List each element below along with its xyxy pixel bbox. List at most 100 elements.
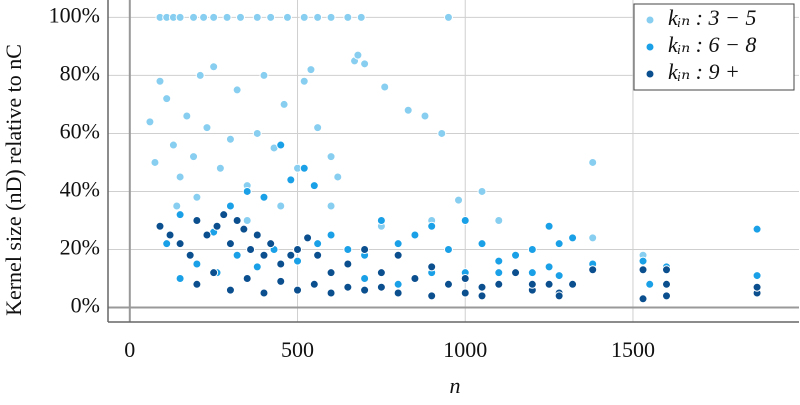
point [175, 239, 185, 249]
point [212, 221, 222, 231]
legend-label: kᵢₙ : 6 − 8 [668, 32, 756, 57]
point [427, 291, 437, 301]
point [360, 59, 370, 69]
point [155, 221, 165, 231]
point [460, 273, 470, 283]
x-tick-label: 0 [124, 337, 135, 362]
point [568, 279, 578, 289]
point [544, 221, 554, 231]
point [376, 268, 386, 278]
point [175, 172, 185, 182]
legend-box [633, 3, 795, 91]
point [638, 256, 648, 266]
point [279, 99, 289, 109]
point [225, 201, 235, 211]
point [410, 230, 420, 240]
point [454, 195, 464, 205]
point [259, 250, 269, 260]
point [494, 215, 504, 225]
point [393, 279, 403, 289]
point [662, 279, 672, 289]
point [645, 279, 655, 289]
point [276, 276, 286, 286]
point [527, 279, 537, 289]
point [303, 233, 313, 243]
point [293, 244, 303, 254]
point [420, 111, 430, 121]
point [175, 12, 185, 22]
x-tick-label: 1000 [443, 337, 487, 362]
point [222, 12, 232, 22]
point [299, 163, 309, 173]
point [343, 244, 353, 254]
point [380, 82, 390, 92]
point [527, 244, 537, 254]
point [242, 215, 252, 225]
point [326, 288, 336, 298]
point [172, 201, 182, 211]
point [232, 215, 242, 225]
point [568, 233, 578, 243]
legend-marker [645, 69, 655, 79]
point [239, 224, 249, 234]
point [276, 201, 286, 211]
point [403, 105, 413, 115]
point [443, 12, 453, 22]
point [246, 244, 256, 254]
point [225, 285, 235, 295]
point [393, 288, 403, 298]
point [252, 128, 262, 138]
point [192, 279, 202, 289]
point [235, 12, 245, 22]
point [242, 273, 252, 283]
point [588, 265, 598, 275]
point [259, 70, 269, 80]
point [662, 291, 672, 301]
point [150, 157, 160, 167]
point [477, 186, 487, 196]
point [410, 273, 420, 283]
x-tick-label: 500 [281, 337, 314, 362]
point [554, 291, 564, 301]
point [427, 221, 437, 231]
point [259, 288, 269, 298]
point [276, 259, 286, 269]
point [376, 215, 386, 225]
point [293, 256, 303, 266]
point [189, 152, 199, 162]
point [293, 285, 303, 295]
point [242, 186, 252, 196]
point [443, 244, 453, 254]
y-tick-label: 60% [60, 118, 100, 143]
point [511, 250, 521, 260]
point [511, 268, 521, 278]
point [299, 12, 309, 22]
point [266, 12, 276, 22]
y-tick-label: 20% [60, 235, 100, 260]
point [165, 230, 175, 240]
point [192, 215, 202, 225]
point [182, 111, 192, 121]
point [259, 192, 269, 202]
point [554, 271, 564, 281]
point [662, 265, 672, 275]
point [313, 239, 323, 249]
x-tick-label: 1500 [611, 337, 655, 362]
point [175, 210, 185, 220]
point [232, 85, 242, 95]
point [189, 12, 199, 22]
point [252, 12, 262, 22]
point [326, 230, 336, 240]
point [554, 239, 564, 249]
point [145, 117, 155, 127]
point [752, 271, 762, 281]
point [313, 250, 323, 260]
point [313, 123, 323, 133]
point [162, 239, 172, 249]
point [192, 259, 202, 269]
y-tick-label: 40% [60, 177, 100, 202]
point [286, 175, 296, 185]
point [356, 12, 366, 22]
point [286, 250, 296, 260]
legend-label: kᵢₙ : 9 + [668, 59, 740, 84]
